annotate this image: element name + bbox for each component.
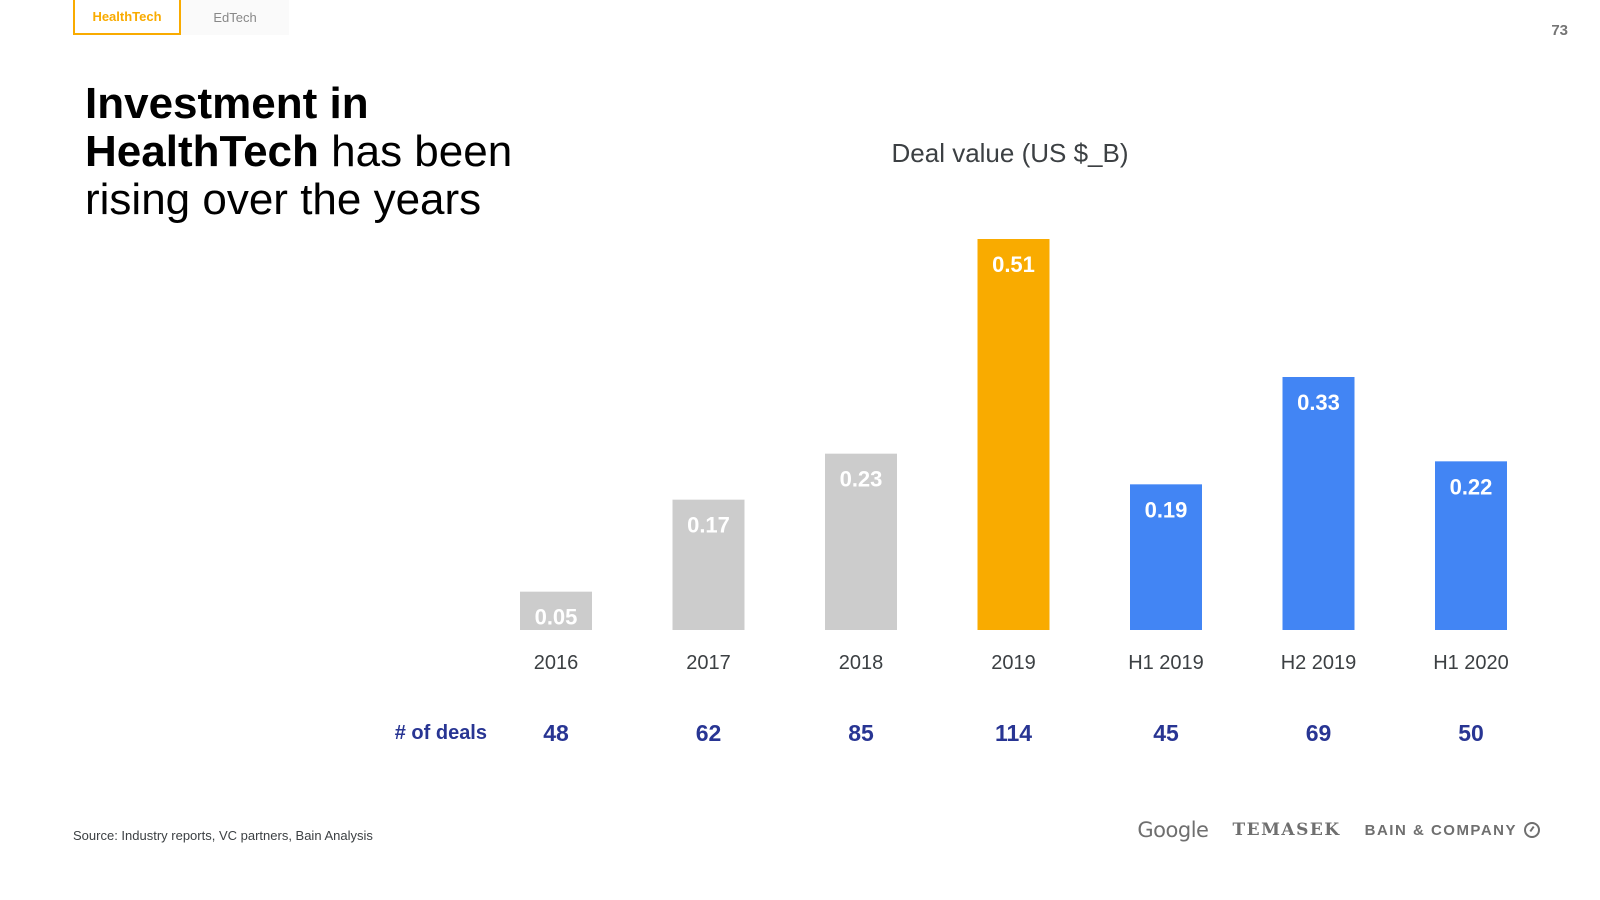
bar-value-label: 0.51: [992, 252, 1035, 277]
title-line-2-bold: HealthTech: [85, 127, 319, 176]
bar-value-label: 0.23: [840, 467, 883, 492]
source-note: Source: Industry reports, VC partners, B…: [73, 828, 373, 843]
deal-count: 62: [695, 720, 722, 746]
partner-logos: Google TEMASEK BAIN & COMPANY: [1137, 818, 1540, 842]
deal-count: 69: [1305, 720, 1332, 746]
chart-title: Deal value (US $_B): [891, 138, 1129, 168]
bar-2017: [672, 499, 745, 630]
bar-value-label: 0.33: [1297, 390, 1340, 415]
bain-logo: BAIN & COMPANY: [1365, 822, 1540, 839]
x-tick-label: 2017: [686, 652, 731, 674]
bar-value-label: 0.05: [535, 605, 578, 630]
x-tick-label: H2 2019: [1281, 652, 1357, 674]
deals-label: # of deals: [394, 722, 487, 744]
temasek-logo: TEMASEK: [1232, 820, 1341, 840]
title-line-2-rest: has been: [318, 127, 513, 176]
bar-2016: [520, 591, 592, 630]
deal-count: 114: [994, 720, 1033, 746]
bain-mark-icon: [1524, 822, 1540, 838]
x-tick-label: 2019: [991, 652, 1036, 674]
title-line-1: Investment in: [85, 79, 369, 128]
page-title: Investment in HealthTech has been rising…: [85, 80, 515, 224]
x-tick-label: 2016: [534, 652, 579, 674]
deal-count: 85: [848, 720, 874, 746]
bar-2018: [825, 453, 897, 630]
tab-healthtech[interactable]: HealthTech: [73, 0, 181, 35]
tab-edtech[interactable]: EdTech: [181, 0, 289, 35]
deal-count: 48: [543, 720, 569, 746]
bar-value-label: 0.17: [687, 513, 730, 538]
x-tick-label: H1 2019: [1128, 652, 1204, 674]
deal-count: 45: [1153, 720, 1179, 746]
bain-logo-text: BAIN & COMPANY: [1364, 821, 1517, 839]
title-line-3: rising over the years: [85, 175, 482, 224]
google-logo: Google: [1137, 818, 1209, 842]
x-tick-label: H1 2020: [1433, 652, 1509, 674]
page-number: 73: [1551, 22, 1568, 39]
bar-h2-2019: [1282, 377, 1355, 630]
bar-2019: [977, 239, 1050, 630]
bar-value-label: 0.19: [1145, 497, 1188, 522]
bar-value-label: 0.22: [1450, 474, 1493, 499]
bar-h1-2020: [1435, 461, 1507, 630]
bar-h1-2019: [1130, 484, 1202, 630]
x-tick-label: 2018: [839, 652, 884, 674]
deal-count: 50: [1458, 720, 1484, 746]
tab-bar: HealthTech EdTech: [73, 0, 289, 35]
